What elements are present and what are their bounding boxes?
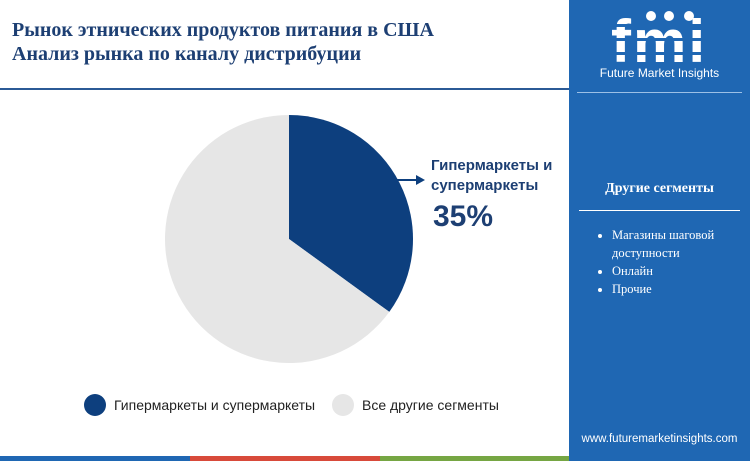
segment-item: Онлайн <box>612 262 750 280</box>
callout-label: Гипермаркеты и супермаркеты <box>431 157 553 194</box>
globe-icon <box>646 11 656 21</box>
pie-group <box>164 115 413 363</box>
globe-icon-2 <box>664 11 674 21</box>
legend-swatch-other <box>332 394 354 416</box>
bottom-bar-green <box>380 456 569 461</box>
title-divider <box>0 88 569 90</box>
callout-value: 35% <box>433 200 494 233</box>
bottom-bar-red <box>190 456 380 461</box>
legend-label-other: Все другие сегменты <box>362 397 499 413</box>
other-segments-divider <box>579 210 740 211</box>
legend-item-primary: Гипермаркеты и супермаркеты <box>84 393 315 417</box>
bottom-bar-panel <box>569 456 750 461</box>
other-segments-title: Другие сегменты <box>605 181 714 196</box>
pie-slice-hypermarkets <box>289 115 413 312</box>
brand-divider <box>577 92 742 93</box>
legend-item-other: Все другие сегменты <box>332 393 499 417</box>
website-url: www.futuremarketinsights.com <box>581 433 738 445</box>
pie-chart <box>164 115 425 363</box>
sidebar-panel: fmi Future Market Insights Другие сегмен… <box>569 0 750 461</box>
legend-swatch-primary <box>84 394 106 416</box>
segment-item: Прочие <box>612 280 750 298</box>
segment-item: Магазины шаговой доступности <box>612 226 750 262</box>
title-line-1: Рынок этнических продуктов питания в США <box>12 19 434 41</box>
other-segments-list: Магазины шаговой доступности Онлайн Проч… <box>596 226 750 298</box>
legend-label-primary: Гипермаркеты и супермаркеты <box>114 397 316 413</box>
bottom-bar-blue <box>0 456 190 461</box>
title-line-2: Анализ рынка по каналу дистрибуции <box>12 43 362 65</box>
page-title: Рынок этнических продуктов питания в США… <box>12 18 552 66</box>
fmi-logo: fmi <box>591 8 728 75</box>
pie-slice-other <box>164 115 390 363</box>
brand-name: Future Market Insights <box>599 66 720 80</box>
globe-icon-3 <box>684 11 694 21</box>
callout-arrow <box>394 175 425 185</box>
